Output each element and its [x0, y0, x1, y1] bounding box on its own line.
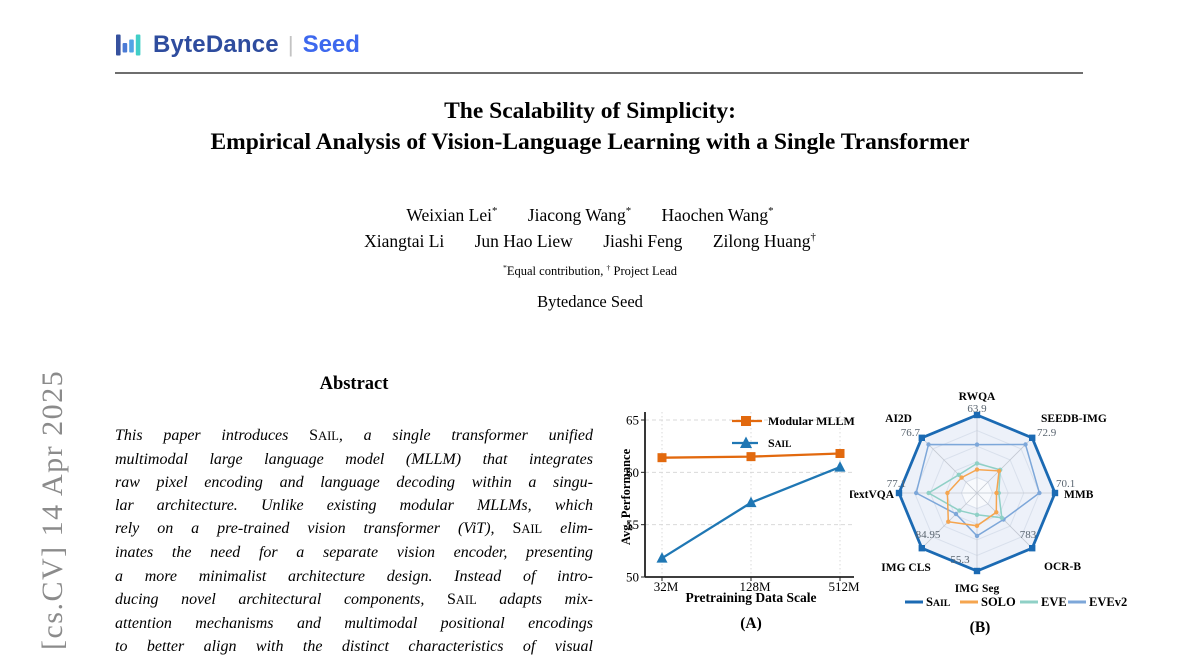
svg-text:(B): (B) — [970, 619, 991, 636]
svg-text:Avg. Performance: Avg. Performance — [620, 448, 633, 545]
svg-text:RWQA: RWQA — [959, 391, 996, 403]
authors-row-2: Xiangtai Li Jun Hao Liew Jiashi Feng Zil… — [115, 228, 1065, 254]
abstract-line: inates the need for a separate vision en… — [115, 544, 593, 562]
abstract-heading: Abstract — [319, 374, 389, 394]
author: Jiacong Wang* — [527, 205, 632, 225]
title-line-1: The Scalability of Simplicity: — [444, 98, 736, 124]
svg-text:128M: 128M — [739, 579, 771, 594]
svg-text:(A): (A) — [740, 615, 762, 632]
line-chart-svg: 50 55 60 65 32M 128M 512M Modular MLLM SAIL Avg. … — [619, 412, 860, 632]
paper-title: The Scalability of Simplicity: Empirical… — [115, 96, 1065, 158]
svg-text:76.7: 76.7 — [901, 427, 921, 439]
abstract-line: lar architecture. Unlike existing modula… — [115, 497, 593, 515]
svg-text:Modular MLLM: Modular MLLM — [768, 414, 855, 428]
benchmark-radar-chart: RWQA 63.9 SEEDB-IMG 72.9 MMB 70.1 OCR-B 783 IMG … — [847, 380, 1195, 648]
svg-text:TextVQA: TextVQA — [850, 489, 895, 501]
svg-text:IMG Seg: IMG Seg — [955, 583, 1000, 595]
svg-text:70.1: 70.1 — [1056, 478, 1075, 490]
bytedance-wordmark: ByteDance — [153, 31, 279, 58]
svg-text:SAIL: SAIL — [768, 436, 791, 450]
author: Zilong Huang† — [712, 231, 816, 251]
contribution-note: *Equal contribution, † Project Lead — [502, 262, 678, 278]
svg-text:MMB: MMB — [1064, 489, 1094, 501]
svg-text:IMG CLS: IMG CLS — [881, 562, 931, 574]
author: Jun Hao Liew — [474, 231, 573, 251]
abstract-text: This paper introduces SAIL, a single tra… — [115, 424, 593, 658]
author-block: Weixian Lei* Jiacong Wang* Haochen Wang*… — [115, 202, 1065, 315]
svg-text:SEEDB-IMG: SEEDB-IMG — [1041, 413, 1107, 425]
svg-text:77.1: 77.1 — [887, 478, 906, 490]
svg-text:AI2D: AI2D — [885, 413, 912, 425]
abstract-line: ducing novel architectural components, S… — [115, 590, 593, 608]
svg-text:50: 50 — [626, 570, 639, 585]
svg-text:783: 783 — [1020, 529, 1037, 541]
svg-text:63.9: 63.9 — [967, 403, 987, 415]
seed-wordmark: Seed — [302, 31, 360, 58]
title-line-2: Empirical Analysis of Vision-Language Le… — [210, 129, 970, 155]
svg-text:65: 65 — [626, 413, 639, 428]
header: ByteDance | Seed — [115, 30, 360, 60]
svg-text:72.9: 72.9 — [1037, 427, 1057, 439]
svg-text:EVEv2: EVEv2 — [1089, 595, 1127, 609]
abstract-line: This paper introduces SAIL, a single tra… — [115, 427, 594, 444]
authors-row-1: Weixian Lei* Jiacong Wang* Haochen Wang* — [115, 202, 1065, 228]
author: Haochen Wang* — [661, 205, 774, 225]
affiliation: Bytedance Seed — [537, 292, 643, 311]
svg-text:32M: 32M — [654, 579, 679, 594]
svg-text:55.3: 55.3 — [950, 554, 970, 566]
svg-text:SAIL: SAIL — [926, 595, 951, 609]
svg-text:512M: 512M — [828, 579, 860, 594]
svg-text:Pretraining Data Scale: Pretraining Data Scale — [686, 590, 817, 605]
abstract-line: attention mechanisms and multimodal posi… — [115, 614, 593, 632]
header-rule — [115, 72, 1083, 74]
arxiv-sidebar-text: [cs.CV] 14 Apr 2025 — [36, 369, 69, 650]
bytedance-logo-icon — [116, 34, 141, 56]
abstract-line: multimodal large language model (MLLM) t… — [115, 451, 593, 469]
svg-text:OCR-B: OCR-B — [1044, 561, 1081, 573]
logo-divider: | — [287, 32, 294, 57]
author: Weixian Lei* — [406, 205, 498, 225]
abstract-line: a more minimalist architecture design. I… — [115, 567, 593, 585]
svg-text:EVE: EVE — [1041, 595, 1067, 609]
abstract-line: rely on a pre-trained vision transformer… — [115, 520, 593, 538]
svg-text:60: 60 — [626, 465, 639, 480]
author: Xiangtai Li — [364, 231, 445, 251]
author: Jiashi Feng — [603, 231, 683, 251]
performance-line-chart: 50 55 60 65 32M 128M 512M Modular MLLM SAIL Avg. … — [619, 385, 870, 648]
abstract-line: raw pixel encoding and language decoding… — [115, 474, 593, 492]
svg-text:84.95: 84.95 — [916, 529, 941, 541]
svg-text:SOLO: SOLO — [981, 595, 1016, 609]
svg-text:55: 55 — [626, 517, 639, 532]
abstract-line: to better align with the distinct charac… — [115, 637, 593, 655]
